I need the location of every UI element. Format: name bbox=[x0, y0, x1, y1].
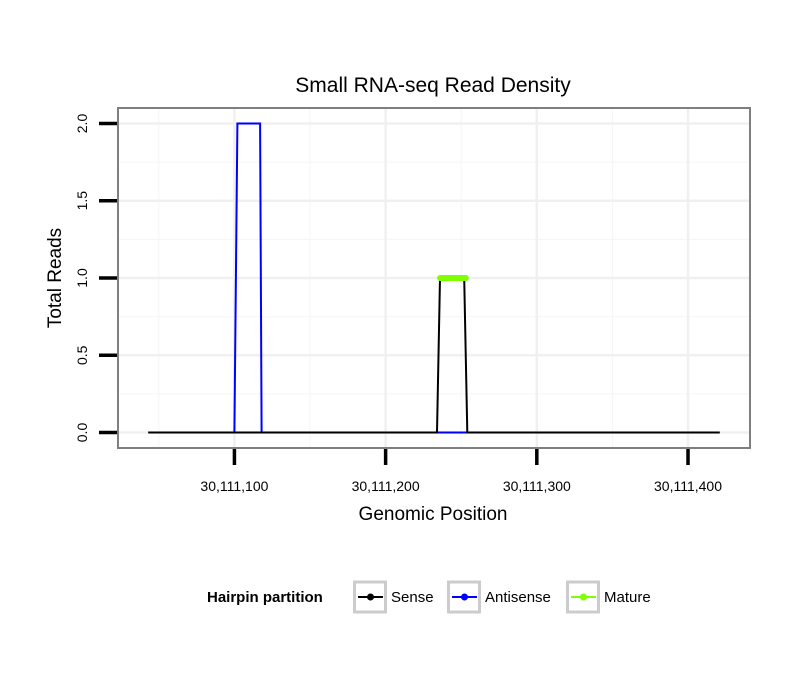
legend-label-mature: Mature bbox=[604, 589, 651, 606]
x-tick-label: 30,111,200 bbox=[352, 478, 420, 494]
legend-key-point bbox=[367, 593, 374, 601]
legend-key-point bbox=[461, 593, 468, 601]
legend-title: Hairpin partition bbox=[207, 589, 323, 606]
legend-key-antisense bbox=[447, 580, 481, 614]
grid bbox=[118, 108, 750, 448]
legend-key-point bbox=[580, 593, 587, 601]
x-tick-label: 30,111,300 bbox=[503, 478, 571, 494]
y-tick-label: 0.5 bbox=[74, 345, 90, 365]
y-tick-label: 0.0 bbox=[74, 423, 90, 443]
series-layer bbox=[148, 122, 720, 434]
plot-border bbox=[117, 107, 751, 449]
x-axis-title: Genomic Position bbox=[359, 504, 508, 525]
legend-label-sense: Sense bbox=[391, 589, 434, 606]
axes: 30,111,100 30,111,200 30,111,300 30,111,400… bbox=[74, 114, 722, 494]
x-tick-label: 30,111,100 bbox=[200, 478, 268, 494]
legend: Hairpin partition Sense Antisense Mature bbox=[207, 580, 651, 614]
chart-title: Small RNA-seq Read Density bbox=[295, 74, 571, 97]
y-tick-label: 1.5 bbox=[74, 191, 90, 211]
legend-key-mature bbox=[566, 580, 600, 614]
legend-label-antisense: Antisense bbox=[485, 589, 551, 606]
y-axis-title: Total Reads bbox=[45, 228, 66, 328]
x-tick-label: 30,111,400 bbox=[654, 478, 722, 494]
y-tick-label: 1.0 bbox=[74, 268, 90, 288]
series-line-antisense bbox=[233, 122, 468, 434]
legend-key-sense bbox=[353, 580, 387, 614]
y-tick-label: 2.0 bbox=[74, 114, 90, 134]
